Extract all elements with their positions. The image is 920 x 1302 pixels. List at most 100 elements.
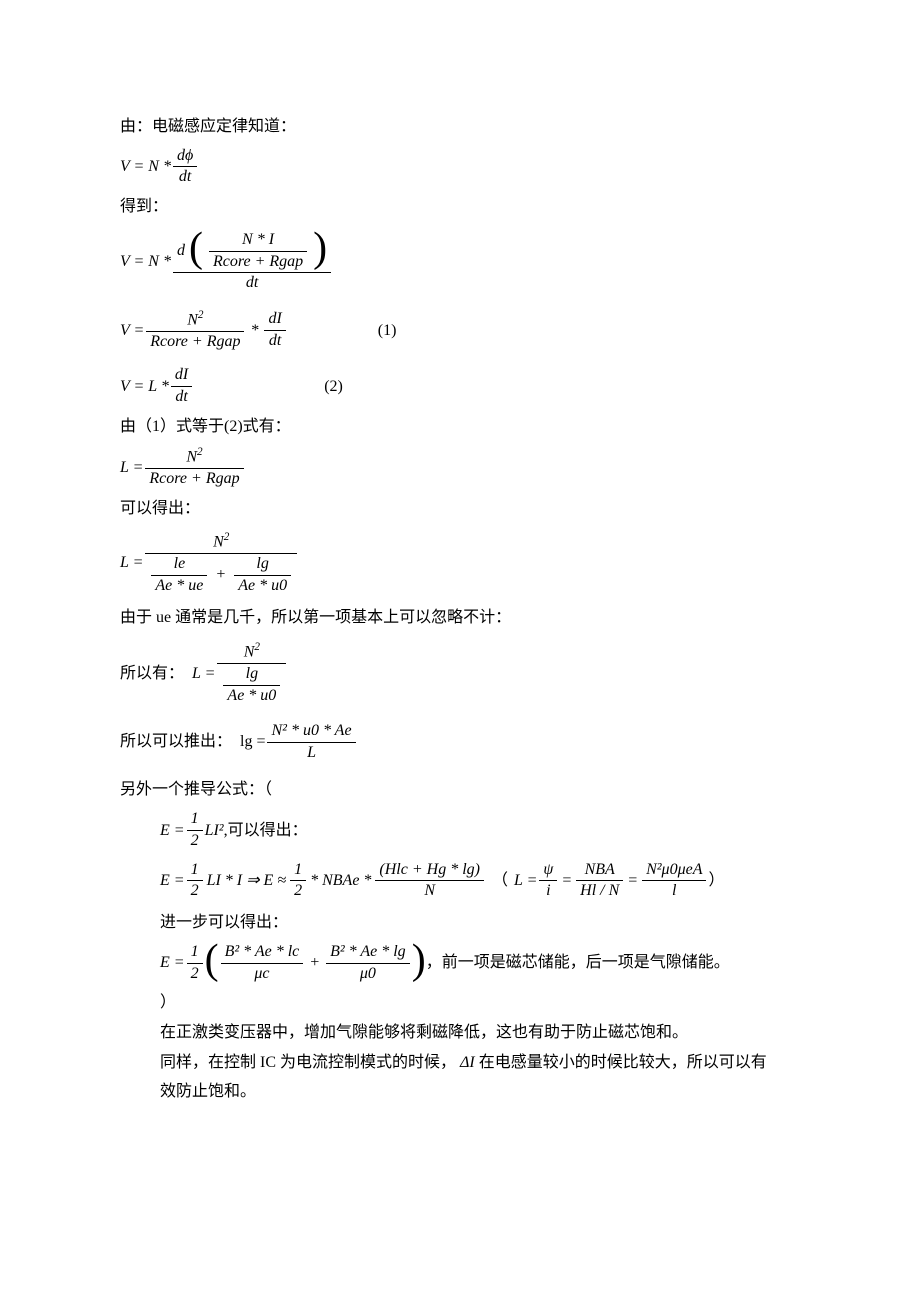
eq10-f1: 1 2 xyxy=(187,860,203,903)
p12-deltaI: ΔI xyxy=(460,1054,475,1071)
eq8-frac: N² * u0 * Ae L xyxy=(267,721,355,764)
eq9-rhs: LI² xyxy=(205,818,224,844)
eq10-f5d: Hl / N xyxy=(576,881,623,902)
eq3-sup: 2 xyxy=(198,309,204,321)
eq10-mid2: * NBAe * xyxy=(308,868,373,894)
eq4-frac: dI dt xyxy=(171,365,192,408)
eq3-num2: dI xyxy=(264,309,285,331)
eq9-num: 1 xyxy=(187,809,203,831)
text-p3: 由（1）式等于(2)式有： xyxy=(120,414,800,440)
eq9-den: 2 xyxy=(187,831,203,852)
equation-7: 所以有： L = N2 lg Ae * u0 xyxy=(120,640,800,707)
eq11-t1: B² * Ae * lc μc xyxy=(221,942,304,985)
eq2-outer-den: dt xyxy=(173,273,331,294)
eq1-den: dt xyxy=(173,167,197,188)
eq5-N: N xyxy=(186,449,197,466)
equation-5: L = N2 Rcore + Rgap xyxy=(120,445,800,490)
eq7-sup: 2 xyxy=(254,641,260,653)
eq7-den-frac: lg Ae * u0 xyxy=(223,664,280,707)
eq11-lparen-icon: ( xyxy=(205,942,219,980)
eq10-f2n: 1 xyxy=(290,860,306,882)
eq10-f2: 1 2 xyxy=(290,860,306,903)
eq2-outer-num: d ( N * I Rcore + Rgap ) xyxy=(173,230,331,274)
eq10-L: L = xyxy=(514,868,537,894)
eq10-lhs: E = xyxy=(160,868,185,894)
eq11-f0d: 2 xyxy=(187,964,203,985)
eq5-sup: 2 xyxy=(197,446,203,458)
eq10-f3d: N xyxy=(375,881,484,902)
eq10-eq1: = xyxy=(559,868,574,894)
equation-6: L = N2 le Ae * ue + lg Ae * u0 xyxy=(120,530,800,597)
eq7-den: lg Ae * u0 xyxy=(217,664,286,707)
eq9-lhs: E = xyxy=(160,818,185,844)
eq2-inner-den: Rcore + Rgap xyxy=(209,252,307,273)
eq2-d: d xyxy=(177,242,185,259)
eq6-den: le Ae * ue + lg Ae * u0 xyxy=(145,554,297,597)
eq1-num: dϕ xyxy=(173,146,197,168)
eq6-frac: N2 le Ae * ue + lg Ae * u0 xyxy=(145,530,297,597)
equation-8: 所以可以推出： lg = N² * u0 * Ae L xyxy=(120,721,800,764)
eq10-f6: N²μ0μeA l xyxy=(642,860,706,903)
eq6-num: N2 xyxy=(145,530,297,554)
eq2-lhs: V = N * xyxy=(120,249,171,275)
eq11-t2n: B² * Ae * lg xyxy=(326,942,410,964)
eq6-d2n: lg xyxy=(234,554,291,576)
eq3-den2: dt xyxy=(264,331,285,352)
eq10-mid1: LI * I ⇒ E ≈ xyxy=(205,868,289,894)
equation-2: V = N * d ( N * I Rcore + Rgap ) dt xyxy=(120,230,800,294)
eq6-N: N xyxy=(213,533,224,550)
eq10-f4: ψ i xyxy=(539,860,557,903)
eq3-star: * xyxy=(246,318,262,344)
eq4-den: dt xyxy=(171,387,192,408)
eq3-num1: N2 xyxy=(146,308,244,332)
eq6-den-frac1: le Ae * ue xyxy=(151,554,207,597)
equation-11: E = 1 2 ( B² * Ae * lc μc + B² * Ae * lg… xyxy=(120,942,800,985)
eq6-sup: 2 xyxy=(224,531,230,543)
eq6-plus: + xyxy=(213,566,228,583)
eq6-d1d: Ae * ue xyxy=(151,576,207,597)
eq3-N: N xyxy=(187,312,198,329)
eq10-paren-close: ） xyxy=(708,868,724,894)
eq5-lhs: L = xyxy=(120,455,143,481)
lparen-icon: ( xyxy=(189,230,203,268)
eq11-f0: 1 2 xyxy=(187,942,203,985)
eq6-d1n: le xyxy=(151,554,207,576)
text-p7-prefix: 所以可以推出： xyxy=(120,729,232,755)
equation-3: V = N2 Rcore + Rgap * dI dt (1) xyxy=(120,308,800,353)
text-p8: 另外一个推导公式：（ xyxy=(120,777,800,803)
eq10-f6d: l xyxy=(642,881,706,902)
eq8-den: L xyxy=(267,743,355,764)
rparen-icon: ) xyxy=(313,230,327,268)
eq11-t2: B² * Ae * lg μ0 xyxy=(326,942,410,985)
eq8-num: N² * u0 * Ae xyxy=(267,721,355,743)
eq5-den: Rcore + Rgap xyxy=(145,469,243,490)
eq11-t1d: μc xyxy=(221,964,304,985)
eq6-d2d: Ae * u0 xyxy=(234,576,291,597)
equation-10: E = 1 2 LI * I ⇒ E ≈ 1 2 * NBAe * (Hlc +… xyxy=(120,860,800,903)
text-p9: 进一步可以得出： xyxy=(120,910,800,936)
eq10-f1d: 2 xyxy=(187,881,203,902)
p12a: 同样，在控制 IC 为电流控制模式的时候， xyxy=(160,1054,456,1071)
eq10-f1n: 1 xyxy=(187,860,203,882)
eq11-t1n: B² * Ae * lc xyxy=(221,942,304,964)
eq11-rparen-icon: ) xyxy=(412,942,426,980)
eq3-frac2: dI dt xyxy=(264,309,285,352)
text-p2: 得到： xyxy=(120,194,800,220)
eq3-number: (1) xyxy=(288,318,397,344)
equation-4: V = L * dI dt (2) xyxy=(120,365,800,408)
eq10-f6n: N²μ0μeA xyxy=(642,860,706,882)
eq10-f2d: 2 xyxy=(290,881,306,902)
eq10-f3n: (Hlc + Hg * lg) xyxy=(375,860,484,882)
eq10-f4d: i xyxy=(539,881,557,902)
text-p1: 由：电磁感应定律知道： xyxy=(120,114,800,140)
eq11-plus: + xyxy=(305,950,324,976)
eq3-den1: Rcore + Rgap xyxy=(146,332,244,353)
eq3-frac1: N2 Rcore + Rgap xyxy=(146,308,244,353)
text-p13: 效防止饱和。 xyxy=(120,1079,800,1105)
eq9-tail: ,可以得出： xyxy=(224,818,308,844)
p12b: 在电感量较小的时候比较大，所以可以有 xyxy=(479,1054,767,1071)
eq7-lhs: L = xyxy=(192,661,215,687)
eq2-inner-num: N * I xyxy=(209,230,307,252)
eq11-tail: ，前一项是磁芯储能，后一项是气隙储能。 xyxy=(426,950,730,976)
eq1-lhs: V = N * xyxy=(120,154,171,180)
